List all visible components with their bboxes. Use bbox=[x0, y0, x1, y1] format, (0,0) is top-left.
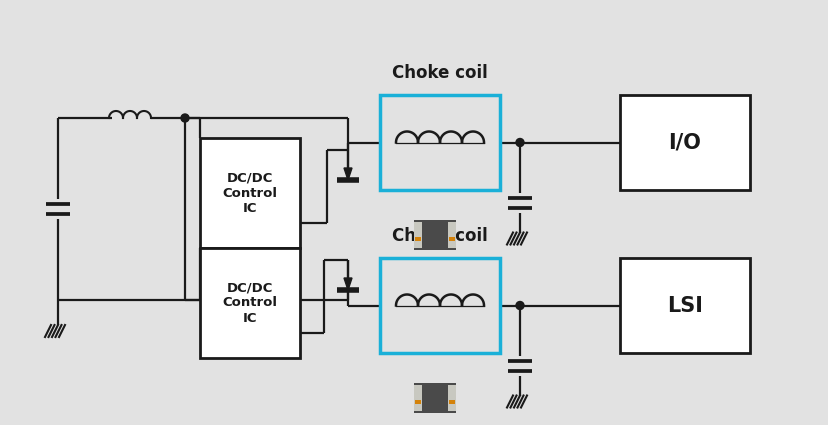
Text: I/O: I/O bbox=[667, 133, 700, 153]
Bar bbox=[414, 221, 421, 248]
Bar bbox=[619, 258, 749, 353]
Bar bbox=[415, 400, 421, 404]
Bar bbox=[619, 95, 749, 190]
Bar bbox=[414, 220, 455, 250]
Text: LSI: LSI bbox=[667, 295, 702, 315]
Bar bbox=[379, 258, 499, 353]
Circle shape bbox=[515, 301, 523, 309]
Bar bbox=[200, 248, 300, 358]
Bar bbox=[448, 385, 455, 411]
Bar bbox=[449, 400, 455, 404]
Text: Choke coil: Choke coil bbox=[392, 64, 488, 82]
Polygon shape bbox=[344, 278, 352, 290]
Bar bbox=[415, 237, 421, 241]
Text: Choke coil: Choke coil bbox=[392, 227, 488, 245]
Bar bbox=[379, 95, 499, 190]
Text: DC/DC
Control
IC: DC/DC Control IC bbox=[222, 172, 277, 215]
Text: DC/DC
Control
IC: DC/DC Control IC bbox=[222, 281, 277, 325]
Bar bbox=[449, 237, 455, 241]
Bar bbox=[200, 138, 300, 248]
Bar bbox=[448, 221, 455, 248]
Polygon shape bbox=[344, 168, 352, 180]
Bar bbox=[414, 382, 455, 414]
Circle shape bbox=[515, 139, 523, 147]
Circle shape bbox=[181, 114, 189, 122]
Bar bbox=[414, 385, 421, 411]
